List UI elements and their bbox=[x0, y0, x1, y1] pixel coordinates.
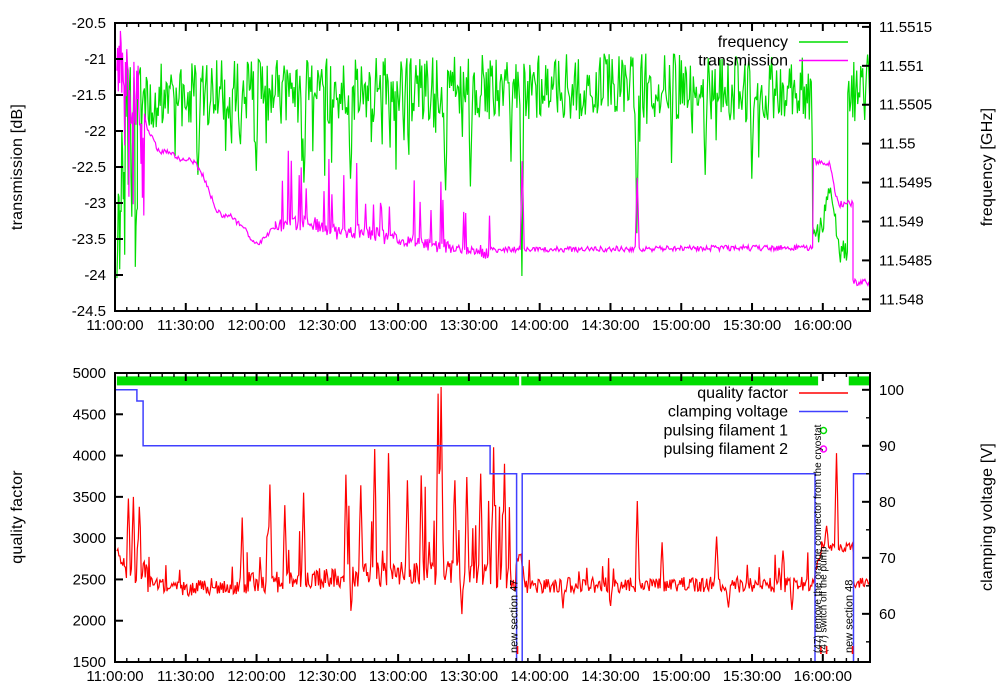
y-left-tick-label: -24 bbox=[84, 267, 106, 284]
y-left-tick-label: -22.5 bbox=[72, 159, 106, 176]
x-tick-label: 14:00:00 bbox=[510, 668, 568, 685]
y-left-tick-label: 3000 bbox=[73, 530, 106, 547]
x-tick-label: 15:00:00 bbox=[652, 668, 710, 685]
x-tick-label: 13:30:00 bbox=[440, 317, 498, 334]
legend-label: clamping voltage bbox=[668, 404, 788, 421]
y-right-tick-label: 11.5515 bbox=[879, 19, 932, 36]
y-right-tick-label: 11.551 bbox=[879, 58, 924, 75]
y-left-tick-label: -22 bbox=[84, 123, 106, 140]
x-tick-label: 16:00:00 bbox=[794, 668, 852, 685]
x-tick-label: 15:00:00 bbox=[652, 317, 710, 334]
y-left-tick-label: 2500 bbox=[73, 571, 106, 588]
y-right-tick-label: 100 bbox=[879, 382, 904, 399]
clamping-voltage-trace bbox=[115, 389, 870, 662]
legend-marker-sample bbox=[819, 426, 828, 435]
y-axis-title-frequency: frequency [GHz] bbox=[979, 107, 996, 227]
y-left-tick-label: -24.5 bbox=[72, 303, 106, 320]
annotation-label: (47) switch off the pump bbox=[819, 546, 830, 653]
x-tick-label: 11:30:00 bbox=[157, 317, 214, 334]
y-axis-title-clamping-voltage: clamping voltage [V] bbox=[979, 442, 996, 592]
x-tick-label: 13:00:00 bbox=[369, 317, 427, 334]
y-right-tick-label: 11.55 bbox=[879, 136, 915, 153]
y-left-tick-label: 3500 bbox=[73, 489, 106, 506]
y-left-tick-label: -21.5 bbox=[72, 87, 106, 104]
legend-label: transmission bbox=[698, 53, 788, 70]
x-tick-label: 13:30:00 bbox=[440, 668, 498, 685]
x-tick-label: 14:30:00 bbox=[581, 317, 639, 334]
legend-label: quality factor bbox=[697, 385, 788, 402]
y-right-tick-label: 11.548 bbox=[879, 291, 924, 308]
quality-clamping-panel: 11:00:00 11:30:00 12:00:00 12:30:00 13:00:00… bbox=[73, 365, 904, 685]
y-left-tick-label: -23.5 bbox=[72, 231, 106, 248]
y-right-tick-label: 11.5485 bbox=[879, 252, 932, 269]
y-left-tick-label: -23 bbox=[84, 195, 106, 212]
y-right-tick-label: 80 bbox=[879, 494, 896, 511]
x-tick-label: 15:30:00 bbox=[723, 317, 781, 334]
y-left-tick-label: 2000 bbox=[73, 613, 106, 630]
x-tick-label: 15:30:00 bbox=[723, 668, 781, 685]
x-tick-label: 11:30:00 bbox=[157, 668, 214, 685]
y-right-tick-label: 90 bbox=[879, 438, 896, 455]
annotation-label: new section 47 bbox=[509, 580, 521, 653]
x-tick-label: 12:00:00 bbox=[227, 668, 285, 685]
y-right-tick-label: 70 bbox=[879, 550, 896, 567]
y-left-tick-label: 4000 bbox=[73, 448, 106, 465]
transmission-frequency-panel: 11:00:00 11:30:00 12:00:00 12:30:00 13:00:00… bbox=[72, 15, 932, 334]
transmission-trace bbox=[116, 30, 870, 288]
y-left-tick-label: -20.5 bbox=[72, 15, 106, 32]
frequency-trace bbox=[116, 51, 870, 279]
y-axis-title-transmission: transmission [dB] bbox=[9, 103, 26, 231]
x-tick-label: 12:30:00 bbox=[298, 668, 356, 685]
quality-clamping-panel-legend: quality factor clamping voltage pulsing fi… bbox=[663, 385, 848, 458]
legend-label: pulsing filament 1 bbox=[663, 423, 788, 440]
legend-label: frequency bbox=[718, 34, 788, 51]
x-tick-label: 11:00:00 bbox=[86, 668, 143, 685]
x-tick-label: 12:30:00 bbox=[298, 317, 356, 334]
y-axis-title-quality-factor: quality factor bbox=[9, 470, 26, 564]
quality-clamping-panel-series bbox=[115, 376, 870, 662]
y-left-tick-label: -21 bbox=[84, 51, 106, 68]
y-right-tick-label: 60 bbox=[879, 606, 896, 623]
y-right-tick-label: 11.5505 bbox=[879, 97, 932, 114]
legend-label: pulsing filament 2 bbox=[663, 441, 788, 458]
annotation-label: new section 48 bbox=[844, 580, 856, 653]
y-right-tick-label: 11.549 bbox=[879, 213, 924, 230]
transmission-frequency-panel-series bbox=[116, 30, 870, 288]
x-tick-label: 16:00:00 bbox=[794, 317, 852, 334]
quality-factor-trace bbox=[116, 386, 870, 615]
x-tick-label: 14:30:00 bbox=[581, 668, 639, 685]
y-left-tick-label: 5000 bbox=[73, 365, 106, 382]
legend-marker-sample bbox=[819, 445, 828, 453]
y-left-tick-label: 1500 bbox=[73, 654, 106, 671]
x-tick-label: 11:00:00 bbox=[86, 317, 143, 334]
x-tick-label: 13:00:00 bbox=[369, 668, 427, 685]
x-tick-label: 14:00:00 bbox=[510, 317, 568, 334]
y-right-tick-label: 11.5495 bbox=[879, 175, 932, 192]
transmission-frequency-panel-legend: frequency transmission bbox=[698, 34, 848, 70]
y-left-tick-label: 4500 bbox=[73, 406, 106, 423]
annotation-label: (47) remove the orange connector from th… bbox=[813, 424, 824, 653]
x-tick-label: 12:00:00 bbox=[227, 317, 285, 334]
